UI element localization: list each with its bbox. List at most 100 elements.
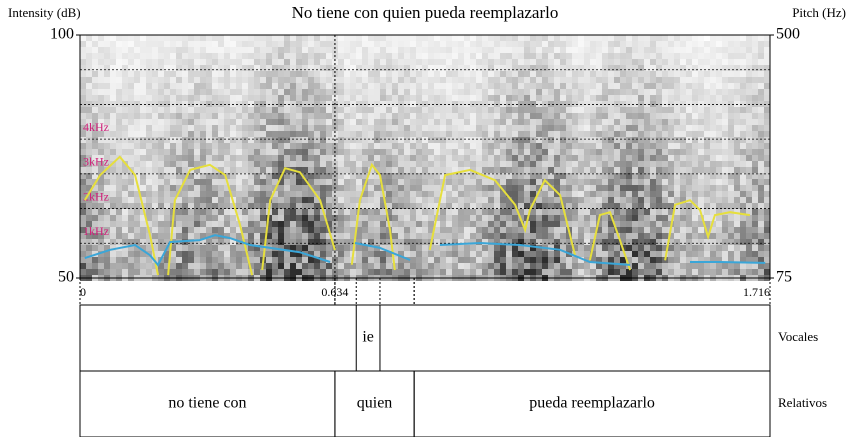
spectrogram-cell: [716, 197, 722, 203]
spectrogram-cell: [656, 77, 662, 83]
spectrogram-cell: [590, 95, 596, 101]
spectrogram-cell: [278, 41, 284, 47]
spectrogram-cell: [500, 257, 506, 263]
spectrogram-cell: [728, 227, 734, 233]
spectrogram-cell: [326, 83, 332, 89]
spectrogram-cell: [668, 167, 674, 173]
spectrogram-cell: [116, 83, 122, 89]
spectrogram-cell: [350, 125, 356, 131]
spectrogram-cell: [440, 209, 446, 215]
spectrogram-cell: [320, 185, 326, 191]
spectrogram-cell: [350, 107, 356, 113]
spectrogram-cell: [128, 239, 134, 245]
spectrogram-cell: [302, 143, 308, 149]
spectrogram-cell: [146, 59, 152, 65]
spectrogram-cell: [194, 251, 200, 257]
spectrogram-cell: [734, 251, 740, 257]
spectrogram-cell: [680, 179, 686, 185]
spectrogram-cell: [422, 203, 428, 209]
spectrogram-cell: [506, 59, 512, 65]
spectrogram-cell: [590, 41, 596, 47]
spectrogram-cell: [296, 263, 302, 269]
spectrogram-cell: [224, 137, 230, 143]
spectrogram-cell: [458, 137, 464, 143]
spectrogram-cell: [602, 113, 608, 119]
spectrogram-cell: [152, 41, 158, 47]
spectrogram-cell: [566, 161, 572, 167]
spectrogram-cell: [236, 35, 242, 41]
spectrogram-cell: [170, 149, 176, 155]
spectrogram-cell: [572, 263, 578, 269]
spectrogram-cell: [266, 263, 272, 269]
spectrogram-cell: [206, 95, 212, 101]
spectrogram-cell: [626, 167, 632, 173]
spectrogram-cell: [278, 257, 284, 263]
spectrogram-cell: [146, 53, 152, 59]
spectrogram-cell: [200, 269, 206, 275]
spectrogram-cell: [632, 221, 638, 227]
spectrogram-cell: [308, 155, 314, 161]
spectrogram-cell: [314, 83, 320, 89]
spectrogram-cell: [302, 227, 308, 233]
spectrogram-cell: [230, 155, 236, 161]
spectrogram-cell: [674, 161, 680, 167]
spectrogram-cell: [452, 119, 458, 125]
spectrogram-cell: [530, 131, 536, 137]
spectrogram-cell: [188, 161, 194, 167]
spectrogram-cell: [410, 149, 416, 155]
spectrogram-cell: [458, 107, 464, 113]
spectrogram-cell: [590, 167, 596, 173]
spectrogram-cell: [272, 113, 278, 119]
spectrogram-cell: [158, 35, 164, 41]
spectrogram-cell: [362, 143, 368, 149]
spectrogram-cell: [320, 191, 326, 197]
spectrogram-cell: [638, 59, 644, 65]
spectrogram-cell: [686, 269, 692, 275]
spectrogram-cell: [296, 71, 302, 77]
spectrogram-cell: [188, 233, 194, 239]
spectrogram-cell: [614, 155, 620, 161]
spectrogram-cell: [710, 107, 716, 113]
spectrogram-cell: [296, 143, 302, 149]
spectrogram-cell: [326, 185, 332, 191]
spectrogram-cell: [212, 113, 218, 119]
spectrogram-cell: [290, 185, 296, 191]
spectrogram-cell: [716, 77, 722, 83]
spectrogram-cell: [536, 167, 542, 173]
spectrogram-cell: [308, 143, 314, 149]
spectrogram-cell: [494, 155, 500, 161]
spectrogram-cell: [404, 89, 410, 95]
spectrogram-cell: [206, 35, 212, 41]
spectrogram-cell: [236, 53, 242, 59]
spectrogram-cell: [242, 155, 248, 161]
spectrogram-cell: [506, 269, 512, 275]
spectrogram-cell: [110, 113, 116, 119]
spectrogram-cell: [248, 167, 254, 173]
spectrogram-cell: [80, 107, 86, 113]
spectrogram-cell: [518, 113, 524, 119]
spectrogram-cell: [320, 71, 326, 77]
spectrogram-cell: [542, 251, 548, 257]
spectrogram-cell: [326, 191, 332, 197]
spectrogram-cell: [728, 251, 734, 257]
spectrogram-cell: [284, 215, 290, 221]
spectrogram-cell: [200, 35, 206, 41]
spectrogram-cell: [176, 59, 182, 65]
spectrogram-cell: [428, 155, 434, 161]
spectrogram-cell: [170, 185, 176, 191]
spectrogram-cell: [344, 269, 350, 275]
spectrogram-cell: [416, 107, 422, 113]
spectrogram-cell: [698, 137, 704, 143]
spectrogram-cell: [122, 77, 128, 83]
spectrogram-cell: [266, 251, 272, 257]
spectrogram-cell: [320, 59, 326, 65]
spectrogram-cell: [644, 215, 650, 221]
spectrogram-cell: [500, 167, 506, 173]
spectrogram-cell: [212, 143, 218, 149]
spectrogram-cell: [578, 221, 584, 227]
spectrogram-cell: [716, 215, 722, 221]
spectrogram-cell: [566, 107, 572, 113]
spectrogram-cell: [80, 143, 86, 149]
spectrogram-cell: [104, 209, 110, 215]
spectrogram-cell: [404, 95, 410, 101]
